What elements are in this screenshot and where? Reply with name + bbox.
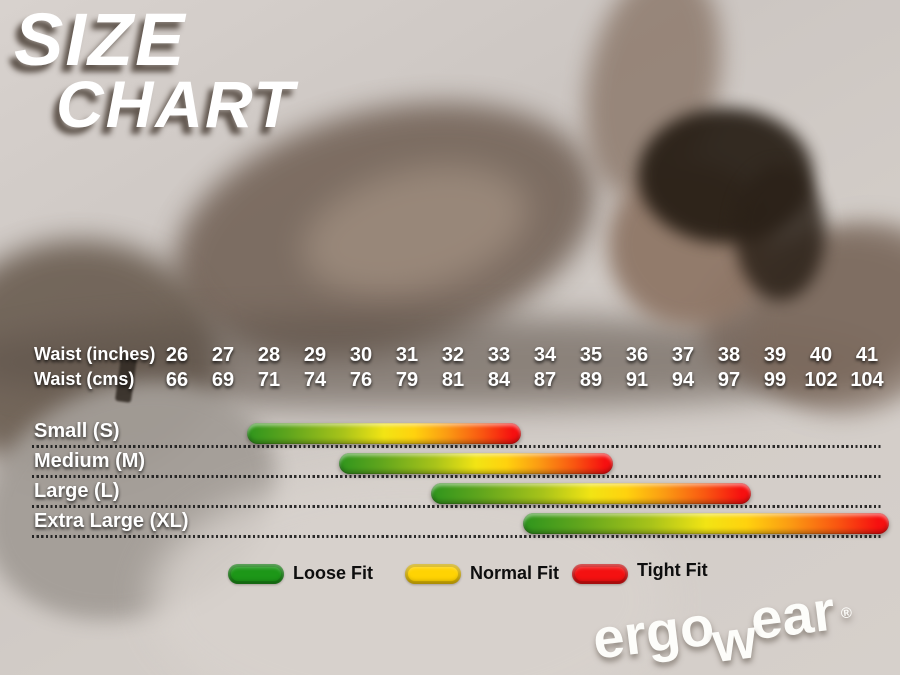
waist-inches-value: 26 bbox=[165, 344, 189, 366]
waist-cms-value: 102 bbox=[804, 369, 838, 391]
waist-inches-label: Waist (inches) bbox=[34, 344, 156, 364]
waist-cms-value: 99 bbox=[763, 369, 787, 391]
dotted-divider bbox=[32, 535, 882, 538]
waist-inches-value: 34 bbox=[533, 344, 557, 366]
legend-swatch bbox=[572, 563, 628, 584]
page-title-line1: SIZE bbox=[14, 0, 187, 81]
waist-inches-value: 39 bbox=[763, 344, 787, 366]
waist-inches-value: 40 bbox=[809, 344, 833, 366]
legend-item-normal-fit: Normal Fit bbox=[405, 563, 559, 584]
brand-logo-part1: ergo bbox=[589, 593, 718, 671]
size-row: Small (S) bbox=[0, 418, 900, 448]
size-label: Small (S) bbox=[34, 420, 120, 442]
size-row: Large (L) bbox=[0, 478, 900, 508]
waist-inches-value: 33 bbox=[487, 344, 511, 366]
waist-cms-label: Waist (cms) bbox=[34, 369, 135, 389]
size-label: Large (L) bbox=[34, 480, 120, 502]
waist-inches-value: 30 bbox=[349, 344, 373, 366]
page-title: SIZE CHART bbox=[14, 0, 296, 142]
waist-inches-value: 31 bbox=[395, 344, 419, 366]
waist-cms-value: 74 bbox=[303, 369, 327, 391]
legend-swatch bbox=[228, 563, 284, 584]
legend-swatch bbox=[405, 563, 461, 584]
waist-cms-value: 66 bbox=[165, 369, 189, 391]
fit-range-bar bbox=[339, 453, 613, 474]
waist-cms-value: 87 bbox=[533, 369, 557, 391]
waist-cms-value: 71 bbox=[257, 369, 281, 391]
waist-cms-value: 84 bbox=[487, 369, 511, 391]
waist-cms-value: 94 bbox=[671, 369, 695, 391]
waist-cms-value: 79 bbox=[395, 369, 419, 391]
legend-label: Normal Fit bbox=[470, 563, 560, 583]
dotted-divider bbox=[32, 445, 882, 448]
waist-inches-value: 32 bbox=[441, 344, 465, 366]
dotted-divider bbox=[32, 505, 882, 508]
waist-cms-value: 104 bbox=[850, 369, 884, 391]
brand-logo-part2: ear bbox=[747, 578, 839, 652]
fit-range-bar bbox=[523, 513, 889, 534]
legend-label: Tight Fit bbox=[637, 560, 708, 580]
size-label: Extra Large (XL) bbox=[34, 510, 189, 532]
brand-logo-w: w bbox=[708, 606, 760, 675]
waist-cms-value: 69 bbox=[211, 369, 235, 391]
waist-cms-value: 97 bbox=[717, 369, 741, 391]
size-label: Medium (M) bbox=[34, 450, 146, 472]
waist-inches-value: 35 bbox=[579, 344, 603, 366]
size-row: Extra Large (XL) bbox=[0, 508, 900, 538]
fit-range-bar bbox=[247, 423, 521, 444]
photo-hair-side-shape bbox=[735, 165, 825, 300]
fit-range-bar bbox=[431, 483, 751, 504]
size-row: Medium (M) bbox=[0, 448, 900, 478]
waist-inches-value: 38 bbox=[717, 344, 741, 366]
waist-cms-value: 76 bbox=[349, 369, 373, 391]
waist-inches-value: 27 bbox=[211, 344, 235, 366]
waist-cms-value: 91 bbox=[625, 369, 649, 391]
legend-label: Loose Fit bbox=[293, 563, 373, 583]
registered-trademark-icon: ® bbox=[839, 603, 853, 623]
waist-cms-value: 89 bbox=[579, 369, 603, 391]
waist-inches-value: 29 bbox=[303, 344, 327, 366]
legend-item-loose-fit: Loose Fit bbox=[228, 563, 373, 584]
waist-inches-value: 28 bbox=[257, 344, 281, 366]
waist-inches-value: 37 bbox=[671, 344, 695, 366]
waist-inches-value: 41 bbox=[855, 344, 879, 366]
legend-item-tight-fit: Tight Fit bbox=[572, 560, 708, 584]
page-title-line2: CHART bbox=[56, 67, 296, 142]
waist-cms-value: 81 bbox=[441, 369, 465, 391]
dotted-divider bbox=[32, 475, 882, 478]
waist-inches-value: 36 bbox=[625, 344, 649, 366]
